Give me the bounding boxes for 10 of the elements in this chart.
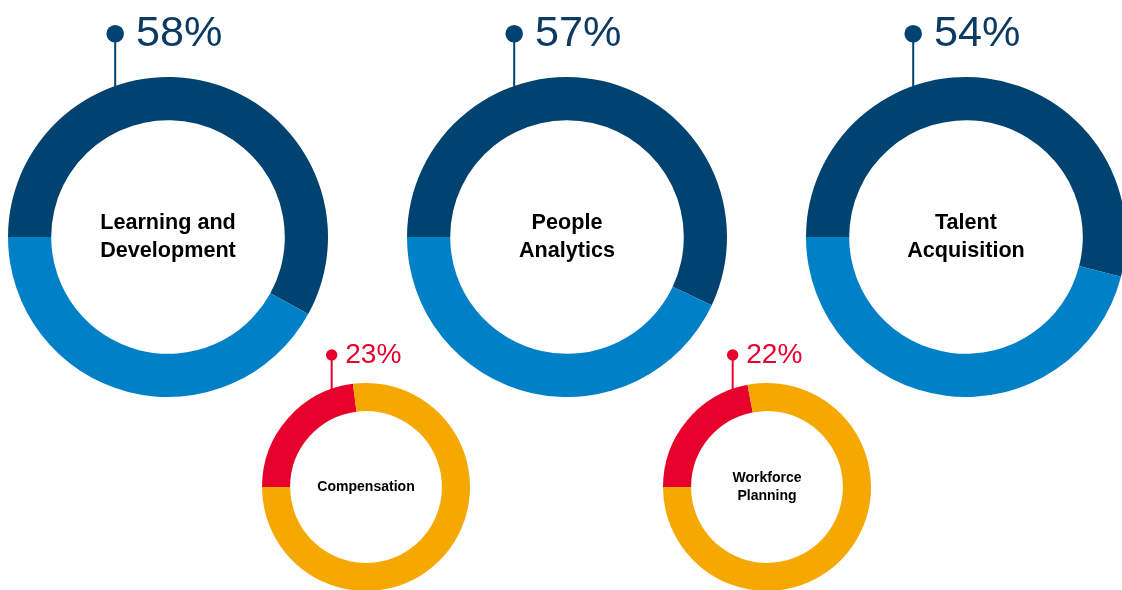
data-label: 57% bbox=[535, 6, 622, 55]
data-label: 22% bbox=[746, 337, 803, 369]
text: Talent Acquisition bbox=[907, 208, 1025, 262]
data-label: 54% bbox=[934, 6, 1021, 55]
text: People Analytics bbox=[518, 208, 616, 262]
text: Workforce Planning bbox=[732, 468, 802, 503]
data-label: 23% bbox=[345, 337, 402, 369]
data-label: 58% bbox=[136, 6, 223, 55]
text: Compensation bbox=[317, 477, 415, 494]
text: Learning and Development bbox=[100, 208, 236, 262]
